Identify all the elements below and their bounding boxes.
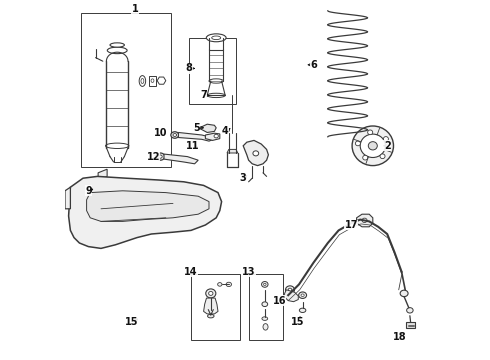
Polygon shape bbox=[69, 176, 221, 248]
Ellipse shape bbox=[151, 79, 154, 82]
Ellipse shape bbox=[214, 134, 219, 138]
Text: 12: 12 bbox=[147, 152, 160, 162]
Bar bbox=[81, 13, 171, 167]
Ellipse shape bbox=[173, 134, 176, 136]
Text: 18: 18 bbox=[393, 332, 407, 342]
Ellipse shape bbox=[253, 151, 259, 156]
Text: 11: 11 bbox=[186, 141, 199, 151]
Text: 15: 15 bbox=[291, 317, 304, 327]
Text: 14: 14 bbox=[184, 267, 198, 277]
Text: 16: 16 bbox=[272, 296, 286, 306]
Ellipse shape bbox=[107, 47, 127, 54]
Text: 9: 9 bbox=[85, 186, 92, 196]
Bar bbox=[248, 274, 283, 340]
Polygon shape bbox=[205, 133, 220, 140]
Text: 3: 3 bbox=[240, 173, 246, 183]
Ellipse shape bbox=[209, 79, 223, 83]
Ellipse shape bbox=[212, 36, 220, 40]
Ellipse shape bbox=[208, 314, 214, 318]
Ellipse shape bbox=[159, 155, 162, 158]
Text: 7: 7 bbox=[200, 90, 207, 100]
Ellipse shape bbox=[264, 283, 266, 285]
Text: 2: 2 bbox=[384, 141, 391, 151]
Ellipse shape bbox=[352, 126, 393, 166]
Ellipse shape bbox=[206, 289, 216, 298]
Ellipse shape bbox=[368, 142, 377, 150]
Text: 5: 5 bbox=[193, 123, 200, 133]
Ellipse shape bbox=[218, 283, 222, 286]
Ellipse shape bbox=[286, 286, 294, 294]
Text: 6: 6 bbox=[310, 60, 317, 70]
Polygon shape bbox=[164, 154, 198, 164]
Ellipse shape bbox=[263, 324, 268, 330]
Ellipse shape bbox=[299, 308, 306, 312]
Ellipse shape bbox=[262, 282, 268, 287]
Ellipse shape bbox=[226, 282, 231, 287]
Bar bbox=[189, 38, 236, 104]
Text: 10: 10 bbox=[154, 128, 167, 138]
Text: 17: 17 bbox=[344, 220, 358, 230]
Ellipse shape bbox=[156, 153, 165, 160]
Bar bbox=[148, 76, 156, 86]
Ellipse shape bbox=[209, 292, 213, 295]
Polygon shape bbox=[87, 191, 209, 221]
Polygon shape bbox=[200, 124, 216, 132]
Ellipse shape bbox=[139, 76, 146, 86]
Ellipse shape bbox=[400, 290, 408, 297]
Text: 15: 15 bbox=[125, 317, 138, 327]
Text: 4: 4 bbox=[222, 126, 228, 136]
Polygon shape bbox=[357, 214, 373, 227]
Polygon shape bbox=[60, 198, 63, 212]
Ellipse shape bbox=[368, 130, 373, 135]
Text: 13: 13 bbox=[242, 267, 255, 277]
Bar bbox=[191, 274, 240, 340]
Ellipse shape bbox=[407, 307, 413, 313]
Polygon shape bbox=[157, 77, 166, 84]
Polygon shape bbox=[178, 132, 213, 141]
Text: 1: 1 bbox=[132, 4, 139, 14]
Ellipse shape bbox=[355, 141, 361, 146]
Polygon shape bbox=[65, 187, 71, 209]
Polygon shape bbox=[98, 169, 107, 205]
Ellipse shape bbox=[288, 288, 292, 292]
Ellipse shape bbox=[360, 134, 386, 158]
Ellipse shape bbox=[171, 132, 179, 138]
Ellipse shape bbox=[206, 34, 226, 42]
Ellipse shape bbox=[380, 154, 385, 159]
Ellipse shape bbox=[110, 43, 124, 47]
Ellipse shape bbox=[362, 218, 367, 222]
Ellipse shape bbox=[383, 136, 389, 141]
Ellipse shape bbox=[262, 302, 268, 307]
Ellipse shape bbox=[262, 317, 268, 320]
Ellipse shape bbox=[298, 292, 307, 298]
Ellipse shape bbox=[301, 294, 304, 297]
Polygon shape bbox=[204, 298, 218, 314]
Ellipse shape bbox=[363, 155, 368, 160]
Polygon shape bbox=[243, 140, 269, 166]
Polygon shape bbox=[406, 322, 415, 328]
Ellipse shape bbox=[207, 93, 225, 98]
Polygon shape bbox=[227, 149, 238, 153]
Text: 8: 8 bbox=[186, 63, 193, 73]
Ellipse shape bbox=[141, 78, 144, 84]
Ellipse shape bbox=[105, 143, 129, 148]
Polygon shape bbox=[285, 290, 298, 302]
